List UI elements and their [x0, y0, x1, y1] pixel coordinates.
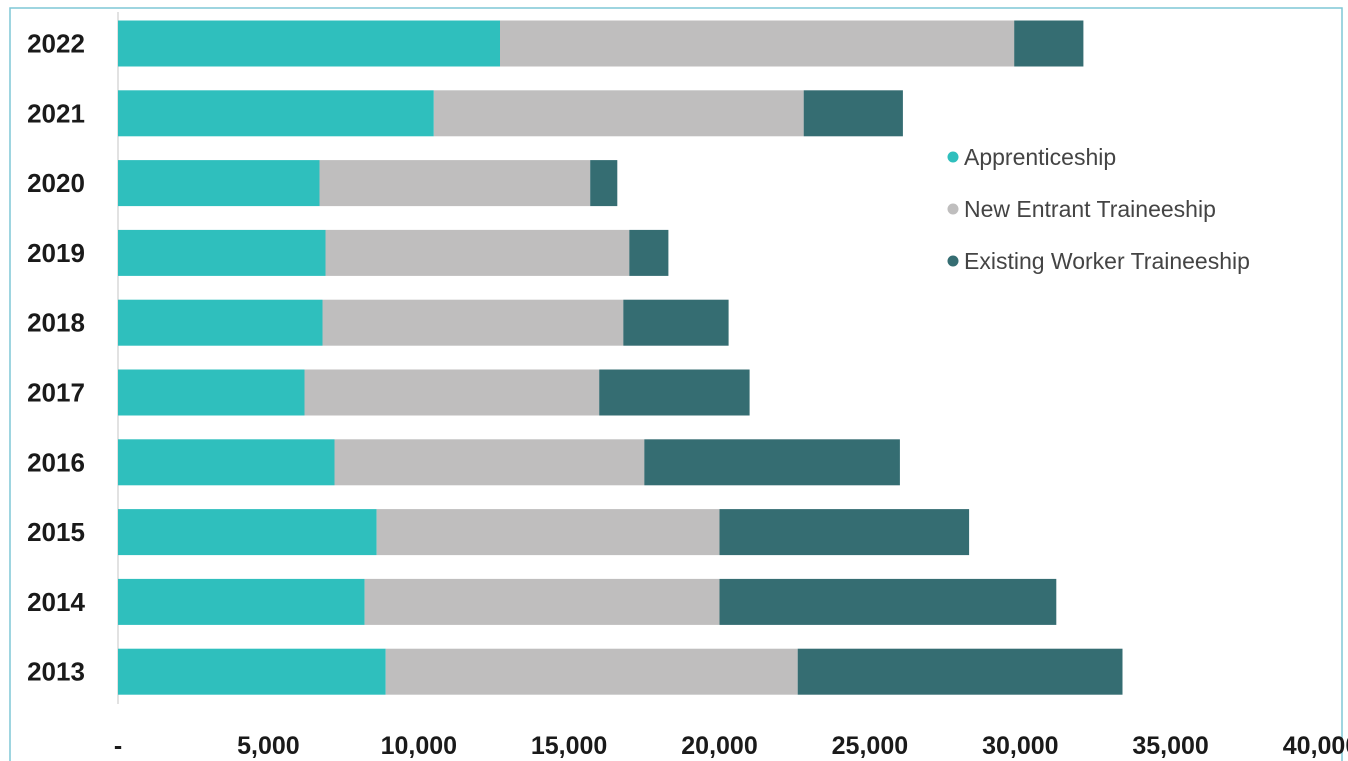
category-label: 2019 [27, 238, 85, 268]
chart-frame [9, 7, 1343, 761]
bar-2015-series-1 [376, 509, 720, 556]
bar-2019-series-0 [118, 229, 326, 276]
x-tick-label: 25,000 [832, 732, 908, 760]
category-label: 2021 [27, 98, 85, 128]
bars-layer [118, 20, 1123, 695]
bar-2019-series-1 [325, 229, 630, 276]
legend-marker-0 [947, 151, 959, 163]
bar-2018-series-2 [623, 299, 729, 346]
bar-2020-series-1 [319, 160, 591, 207]
bar-2016-series-2 [644, 439, 900, 486]
bar-2016-series-0 [118, 439, 335, 486]
bar-2020-series-0 [118, 160, 320, 207]
bar-2013-series-0 [118, 648, 386, 695]
bar-2020-series-2 [590, 160, 618, 207]
bar-2021-series-2 [803, 90, 903, 137]
bar-2017-series-1 [304, 369, 600, 416]
bar-2013-series-2 [797, 648, 1123, 695]
legend-label-2: Existing Worker Traineeship [964, 248, 1250, 274]
bar-2013-series-1 [385, 648, 798, 695]
legend-marker-1 [947, 203, 959, 215]
x-tick-label: 20,000 [681, 732, 757, 760]
legend-label-0: Apprenticeship [964, 144, 1116, 170]
bar-2022-series-2 [1014, 20, 1084, 67]
bar-2015-series-0 [118, 509, 377, 556]
bar-2019-series-2 [629, 229, 669, 276]
category-label: 2022 [27, 29, 85, 59]
legend-marker-2 [947, 255, 959, 267]
bar-2014-series-2 [719, 578, 1057, 625]
bar-2021-series-0 [118, 90, 434, 137]
bar-2018-series-1 [322, 299, 624, 346]
x-tick-label: 40,000 [1283, 732, 1348, 760]
x-tick-labels: - 5,000 10,000 15,000 20,000 25,000 30,000 35,0… [114, 732, 1348, 760]
bar-2021-series-1 [433, 90, 804, 137]
x-tick-label: - [114, 732, 122, 760]
x-tick-label: 35,000 [1132, 732, 1208, 760]
bar-2022-series-0 [118, 20, 500, 67]
bar-2017-series-0 [118, 369, 305, 416]
bar-2014-series-0 [118, 578, 365, 625]
category-labels: 2022 2021 2020 2019 2018 2017 2016 2015 2014 2013 [27, 29, 85, 687]
category-label: 2016 [27, 447, 85, 477]
x-tick-label: 15,000 [531, 732, 607, 760]
x-tick-label: 5,000 [237, 732, 300, 760]
category-label: 2014 [27, 587, 85, 617]
x-tick-label: 10,000 [381, 732, 457, 760]
category-label: 2017 [27, 378, 85, 408]
bar-2016-series-1 [334, 439, 645, 486]
bar-2018-series-0 [118, 299, 323, 346]
category-label: 2018 [27, 308, 85, 338]
bar-2022-series-1 [500, 20, 1015, 67]
bar-2014-series-1 [364, 578, 720, 625]
category-label: 2015 [27, 517, 85, 547]
bar-2017-series-2 [599, 369, 750, 416]
legend-label-1: New Entrant Traineeship [964, 196, 1216, 222]
bar-2015-series-2 [719, 509, 970, 556]
category-label: 2013 [27, 657, 85, 687]
x-tick-label: 30,000 [982, 732, 1058, 760]
legend: Apprenticeship New Entrant Traineeship Exi… [947, 144, 1250, 274]
category-label: 2020 [27, 168, 85, 198]
